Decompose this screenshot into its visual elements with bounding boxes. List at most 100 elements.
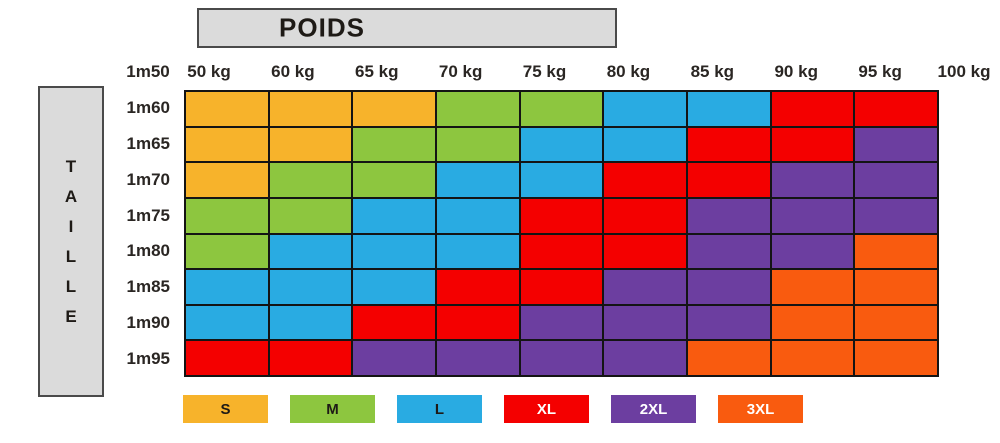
size-cell bbox=[771, 234, 854, 269]
size-cell bbox=[520, 163, 603, 197]
size-cell bbox=[186, 127, 268, 162]
height-label: 1m65 bbox=[126, 133, 170, 153]
size-cell bbox=[269, 305, 352, 340]
weight-label: 50 kg bbox=[187, 62, 231, 81]
size-cell bbox=[520, 341, 603, 375]
height-label: 1m95 bbox=[126, 349, 170, 369]
size-cell bbox=[186, 163, 268, 197]
weight-label: 100 kg bbox=[937, 62, 991, 81]
size-cell bbox=[604, 198, 686, 233]
size-cell bbox=[186, 341, 268, 375]
size-cell bbox=[269, 127, 352, 162]
legend-item: 3XL bbox=[718, 395, 803, 423]
size-cell bbox=[520, 92, 603, 126]
size-cell bbox=[186, 305, 268, 340]
size-cell bbox=[604, 341, 686, 375]
size-cell bbox=[353, 234, 435, 269]
size-cell bbox=[436, 198, 519, 233]
size-cell bbox=[353, 163, 435, 197]
size-cell bbox=[771, 305, 854, 340]
weight-label: 90 kg bbox=[774, 62, 818, 81]
poids-title: POIDS bbox=[279, 12, 365, 43]
size-cell bbox=[520, 127, 603, 162]
size-cell bbox=[353, 198, 435, 233]
taille-letter: L bbox=[65, 277, 77, 296]
size-cell bbox=[269, 198, 352, 233]
size-cell bbox=[771, 127, 854, 162]
size-cell bbox=[520, 198, 603, 233]
size-cell bbox=[855, 270, 937, 304]
height-label: 1m60 bbox=[126, 97, 170, 117]
size-cell bbox=[520, 305, 603, 340]
height-label: 1m90 bbox=[126, 313, 170, 333]
size-cell bbox=[855, 198, 937, 233]
size-grid bbox=[184, 90, 939, 377]
size-cell bbox=[687, 341, 770, 375]
size-cell bbox=[771, 341, 854, 375]
size-cell bbox=[353, 305, 435, 340]
size-cell bbox=[269, 341, 352, 375]
taille-letter: L bbox=[65, 247, 77, 266]
size-cell bbox=[604, 270, 686, 304]
legend-item: L bbox=[397, 395, 482, 423]
height-label: 1m80 bbox=[126, 241, 170, 261]
size-cell bbox=[604, 92, 686, 126]
size-cell bbox=[604, 127, 686, 162]
size-cell bbox=[771, 92, 854, 126]
size-cell bbox=[269, 163, 352, 197]
size-cell bbox=[771, 198, 854, 233]
taille-letter: I bbox=[68, 217, 74, 236]
size-cell bbox=[855, 163, 937, 197]
size-cell bbox=[436, 305, 519, 340]
legend-item: XL bbox=[504, 395, 589, 423]
weight-label: 70 kg bbox=[438, 62, 483, 81]
size-cell bbox=[687, 92, 770, 126]
size-cell bbox=[436, 341, 519, 375]
size-cell bbox=[687, 234, 770, 269]
size-cell bbox=[855, 127, 937, 162]
size-cell bbox=[687, 198, 770, 233]
size-cell bbox=[353, 92, 435, 126]
weight-label: 75 kg bbox=[522, 62, 567, 81]
taille-letter: A bbox=[64, 187, 78, 206]
size-cell bbox=[771, 163, 854, 197]
legend-item: S bbox=[183, 395, 268, 423]
size-cell bbox=[436, 92, 519, 126]
weight-label: 95 kg bbox=[858, 62, 902, 81]
size-cell bbox=[269, 270, 352, 304]
size-cell bbox=[687, 305, 770, 340]
size-cell bbox=[855, 234, 937, 269]
size-cell bbox=[604, 305, 686, 340]
size-cell bbox=[604, 163, 686, 197]
weight-label: 60 kg bbox=[271, 62, 315, 81]
size-cell bbox=[269, 92, 352, 126]
size-cell bbox=[687, 127, 770, 162]
size-cell bbox=[186, 92, 268, 126]
height-label: 1m70 bbox=[126, 169, 170, 189]
size-cell bbox=[855, 341, 937, 375]
size-cell bbox=[436, 127, 519, 162]
size-cell bbox=[353, 270, 435, 304]
size-cell bbox=[687, 270, 770, 304]
size-cell bbox=[436, 163, 519, 197]
size-cell bbox=[436, 234, 519, 269]
origin-height-label: 1m50 bbox=[126, 62, 170, 81]
taille-letter: E bbox=[65, 307, 77, 326]
size-cell bbox=[353, 127, 435, 162]
poids-header-box: POIDS bbox=[197, 8, 617, 48]
size-cell bbox=[855, 305, 937, 340]
size-cell bbox=[520, 234, 603, 269]
size-cell bbox=[186, 270, 268, 304]
size-cell bbox=[186, 198, 268, 233]
height-label: 1m85 bbox=[126, 277, 170, 297]
size-cell bbox=[604, 234, 686, 269]
size-cell bbox=[269, 234, 352, 269]
size-cell bbox=[855, 92, 937, 126]
size-cell bbox=[353, 341, 435, 375]
taille-letter: T bbox=[65, 157, 77, 176]
size-cell bbox=[186, 234, 268, 269]
legend-item: M bbox=[290, 395, 375, 423]
size-cell bbox=[687, 163, 770, 197]
